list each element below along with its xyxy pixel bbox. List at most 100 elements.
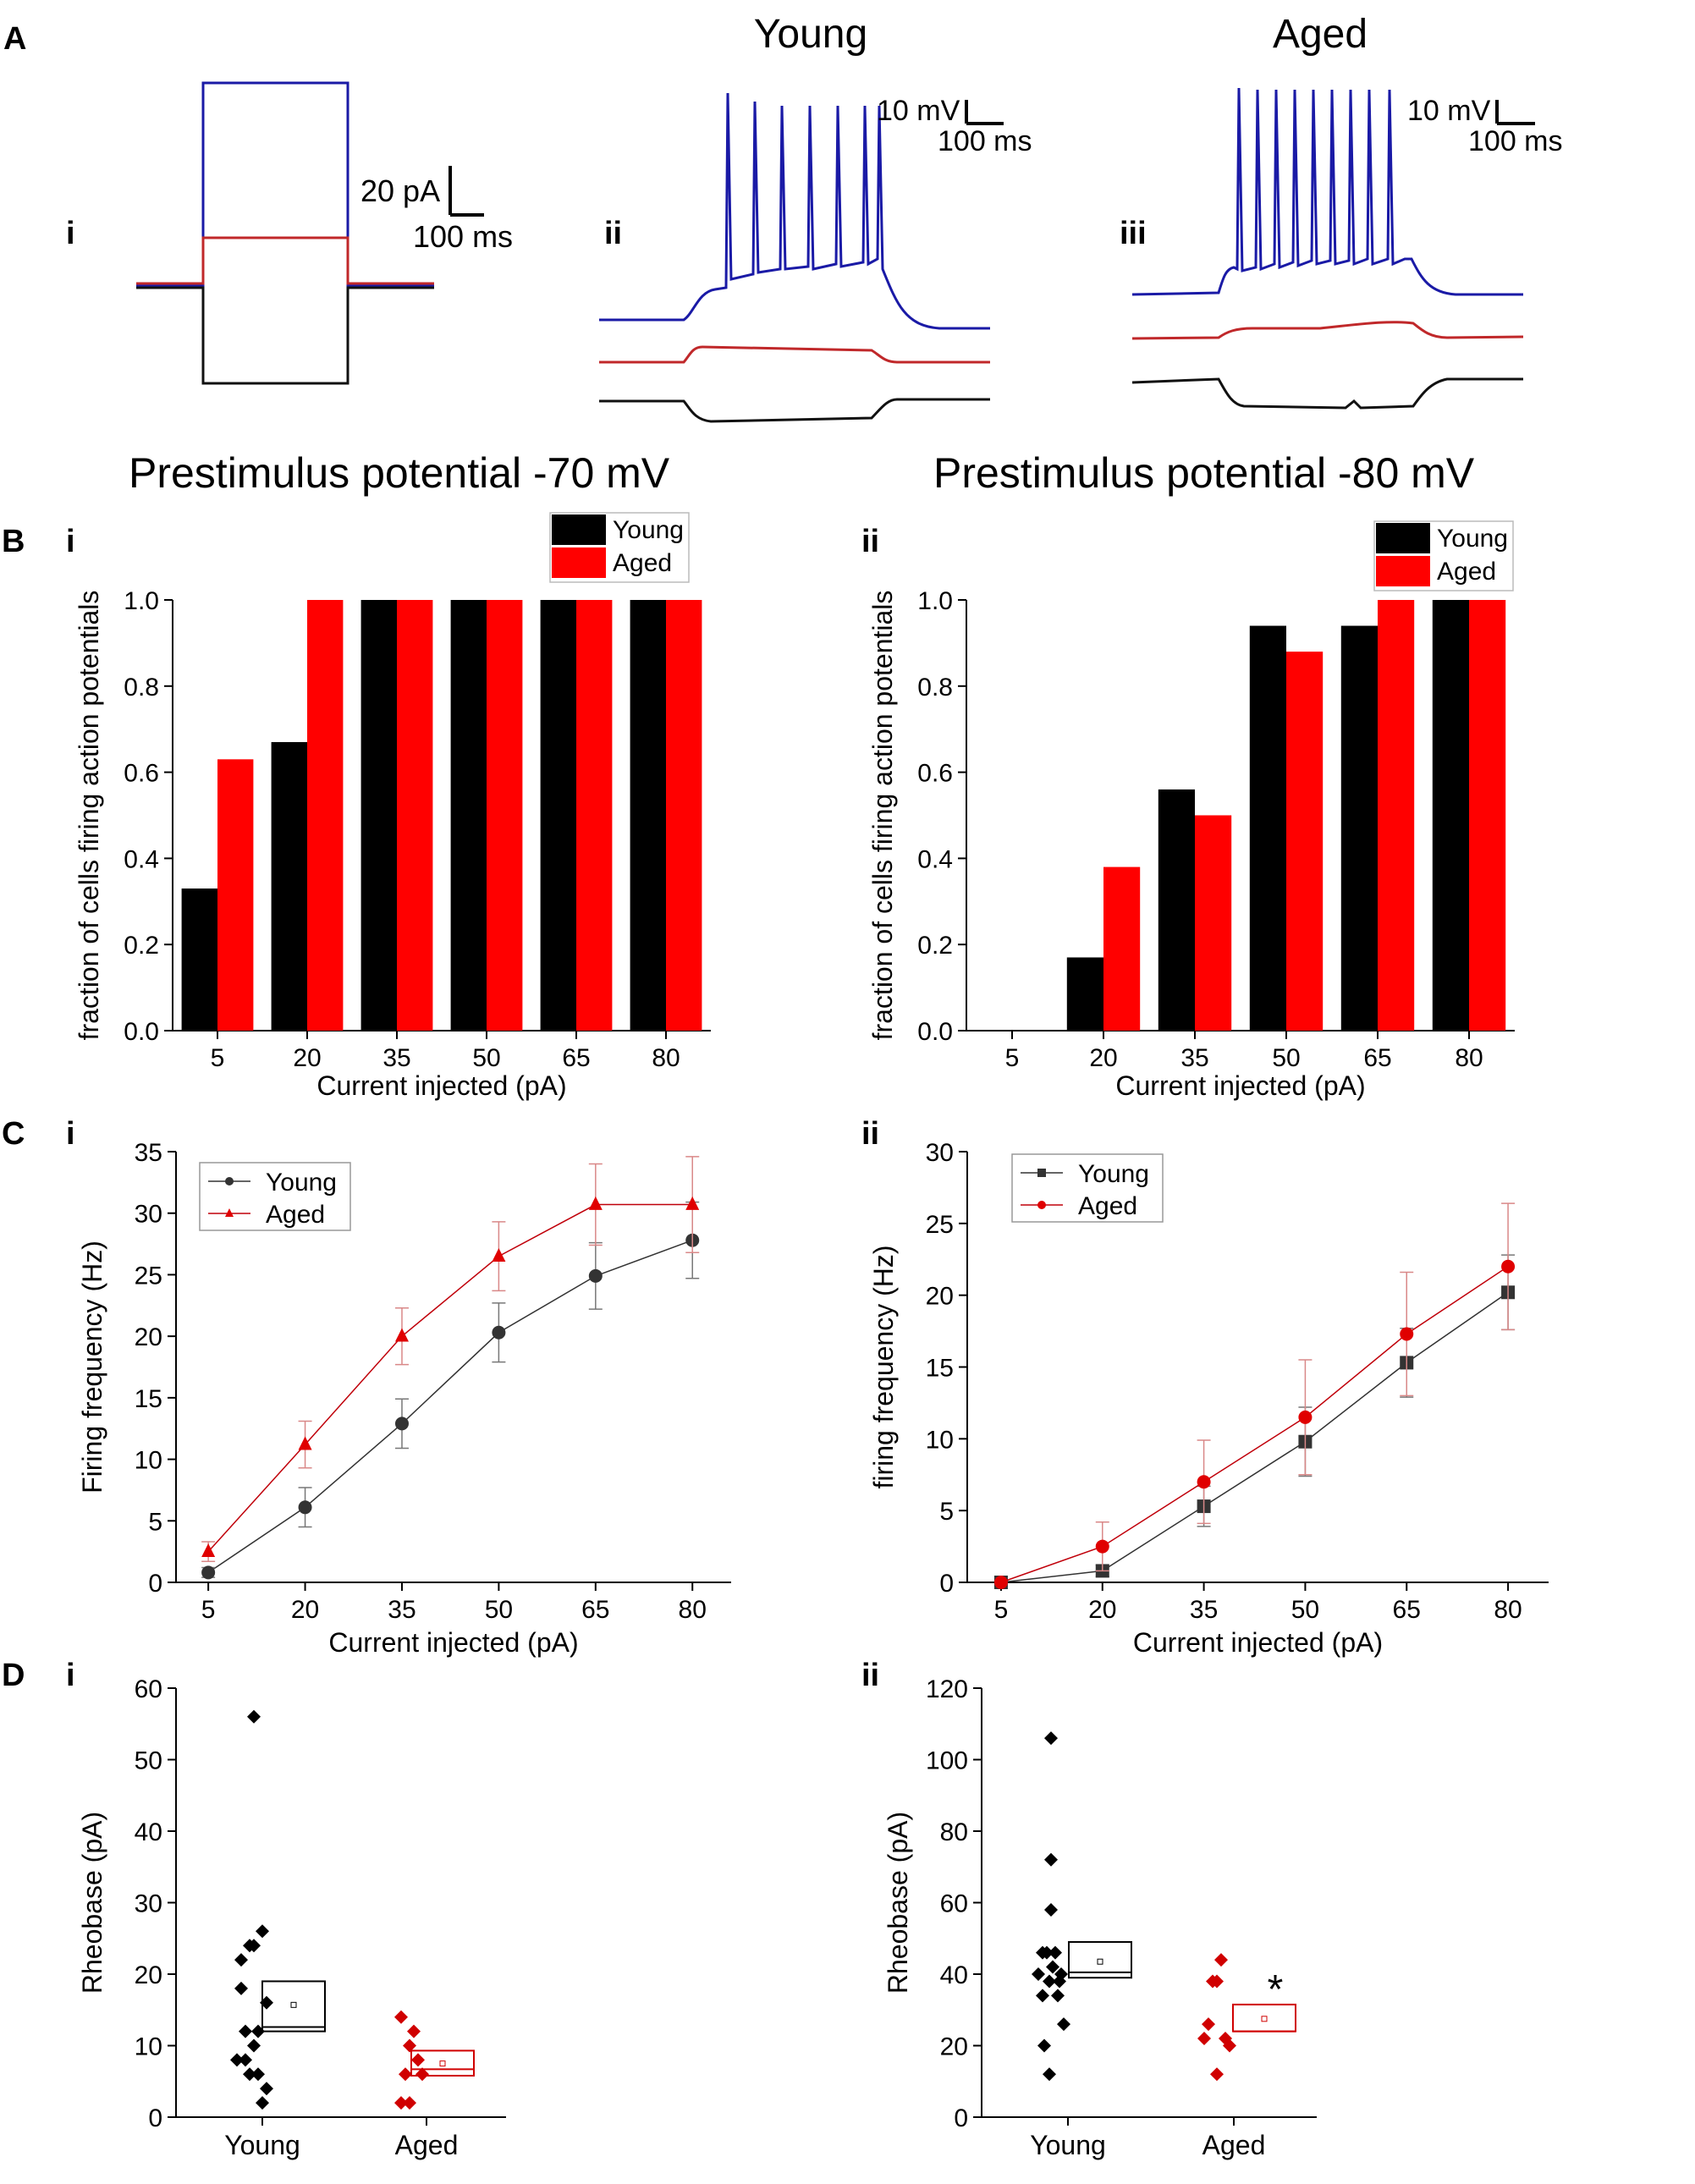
bii-bar-aged [1195, 815, 1232, 1031]
di-box-mean-young [290, 2001, 297, 2008]
bii-y-tick-label: 1.0 [917, 587, 953, 615]
bii-bar-young [1340, 625, 1378, 1031]
bii-y-tick-label: 0.6 [917, 760, 953, 788]
bii-bar-young [1249, 625, 1286, 1031]
panel-c-label-ii: ii [861, 1116, 879, 1152]
ci-x-tick-label: 5 [201, 1596, 216, 1624]
panel-label-a: A [3, 21, 26, 57]
cii-legend-label-young: Young [1078, 1160, 1149, 1188]
ci-point-aged [394, 1328, 409, 1342]
heading-prestimulus-80: Prestimulus potential -80 mV [933, 449, 1475, 497]
ci-legend-box [199, 1162, 351, 1231]
bi-x-tick-label: 20 [293, 1044, 321, 1072]
bii-x-tick-label: 65 [1363, 1044, 1391, 1072]
heading-prestimulus-70: Prestimulus potential -70 mV [129, 449, 670, 497]
di-point-young [230, 2053, 244, 2067]
scalebar-current-label: 20 pA [360, 173, 440, 208]
dii-y-tick-label: 60 [940, 1890, 968, 1918]
bii-bar-young [1432, 600, 1469, 1031]
bi-bar-aged [397, 600, 433, 1031]
scalebar-time-label-young: 100 ms [938, 125, 1032, 157]
bi-x-tick-label: 65 [562, 1044, 590, 1072]
ci-point-aged [685, 1196, 700, 1210]
bii-bar-aged [1378, 600, 1415, 1031]
ci-y-tick-label: 25 [135, 1262, 162, 1290]
di-point-aged [415, 2067, 429, 2082]
panel-c-label-i: i [66, 1116, 75, 1152]
bii-bar-aged [1103, 866, 1141, 1031]
di-point-aged [407, 2024, 421, 2038]
di-y-tick-label: 60 [135, 1675, 162, 1703]
panel-a: A i ii iii Young Aged 20 pA 100 ms 10 mV [3, 12, 1563, 423]
di-point-young [260, 2082, 273, 2096]
di-box-aged [410, 2049, 475, 2077]
di-point-aged [399, 2067, 412, 2082]
di-x-tick-label: Aged [395, 2130, 459, 2160]
young-trace-blue [599, 92, 990, 330]
di-box-young [261, 1980, 326, 2033]
cii-x-axis-title: Current injected (pA) [1133, 1627, 1383, 1658]
di-point-young [239, 2053, 252, 2067]
di-point-young [247, 1939, 261, 1953]
ci-point-young [298, 1500, 312, 1515]
bi-bar-aged [576, 600, 613, 1031]
cii-legend-marker-young [1037, 1169, 1046, 1177]
ci-x-tick-label: 35 [388, 1596, 415, 1624]
scalebar-voltage-young: 10 mV 100 ms [877, 95, 1032, 157]
ci-x-tick-label: 20 [291, 1596, 319, 1624]
ci-point-young [588, 1268, 603, 1283]
dii-box-young [1068, 1940, 1132, 1979]
young-voltage-traces [599, 92, 990, 423]
di-x-tick-label: Young [224, 2130, 300, 2160]
cii-point-aged [1298, 1410, 1313, 1424]
dii-point-young [1046, 1960, 1059, 1974]
bi-y-tick-label: 0.6 [124, 760, 159, 788]
current-protocol-trace [136, 81, 434, 385]
bii-bar-young [1158, 789, 1195, 1031]
ci-y-tick-label: 5 [148, 1508, 162, 1536]
panel-b-label-ii: ii [861, 524, 879, 559]
bii-bar-aged [1286, 652, 1324, 1031]
bi-y-tick-label: 1.0 [124, 587, 159, 615]
bi-legend-box [549, 512, 690, 583]
cii-y-tick-label: 5 [939, 1498, 954, 1526]
young-trace-black [599, 398, 990, 423]
cii-series-line-young [1000, 1291, 1509, 1583]
bi-x-axis-title: Current injected (pA) [316, 1070, 566, 1101]
di-point-aged [394, 2010, 408, 2024]
panel-label-c: C [2, 1116, 25, 1152]
bi-bar-young [450, 600, 487, 1031]
bi-bar-aged [307, 600, 344, 1031]
dii-point-aged [1197, 2032, 1211, 2046]
protocol-step-black [136, 286, 434, 385]
bi-y-tick-label: 0.4 [124, 845, 159, 873]
di-point-young [247, 1709, 261, 1724]
cii-x-tick-label: 35 [1190, 1596, 1218, 1624]
ci-legend-label-aged: Aged [266, 1201, 325, 1229]
bi-bar-young [540, 600, 576, 1031]
chart-ci: 0 5 10 15 20 25 30 35 Firing frequency (Hz) 5 20 35… [77, 1139, 731, 1658]
dii-point-young [1044, 1731, 1058, 1746]
bi-x-tick-label: 5 [211, 1044, 225, 1072]
bii-y-tick-label: 0.0 [917, 1018, 953, 1046]
bi-y-axis-title: fraction of cells firing action potentia… [74, 591, 104, 1041]
dii-y-tick-label: 80 [940, 1818, 968, 1846]
bi-legend-swatch-young [552, 514, 606, 545]
bii-legend-swatch-young [1376, 523, 1430, 553]
di-y-axis-title: Rheobase (pA) [77, 1812, 107, 1994]
cii-y-tick-label: 20 [926, 1283, 954, 1311]
bii-x-tick-label: 35 [1180, 1044, 1208, 1072]
bi-x-tick-label: 80 [652, 1044, 680, 1072]
ci-point-aged [492, 1248, 506, 1263]
di-y-tick-label: 50 [135, 1747, 162, 1775]
dii-y-tick-label: 0 [954, 2104, 968, 2132]
dii-y-tick-label: 40 [940, 1961, 968, 1989]
dii-box-mean-aged [1261, 2016, 1268, 2022]
di-y-tick-label: 10 [135, 2033, 162, 2061]
bii-y-axis-title: fraction of cells firing action potentia… [867, 591, 898, 1041]
young-trace-red [599, 345, 990, 364]
bii-x-axis-title: Current injected (pA) [1115, 1070, 1365, 1101]
bi-y-tick-label: 0.8 [124, 674, 159, 701]
aged-voltage-traces [1131, 87, 1524, 410]
di-point-young [234, 1981, 248, 1995]
